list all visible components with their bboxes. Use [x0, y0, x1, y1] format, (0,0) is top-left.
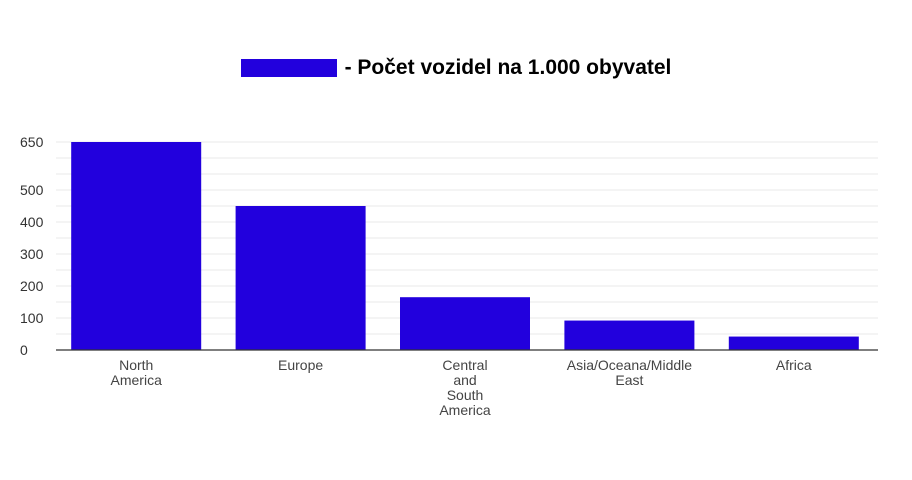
x-tick-label: North America: [111, 357, 163, 388]
legend: - Počet vozidel na 1.000 obyvatel: [0, 56, 912, 80]
x-tick-label: Europe: [278, 357, 323, 373]
y-tick-label: 100: [20, 310, 44, 326]
y-tick-label: 400: [20, 214, 44, 230]
bar: [71, 142, 202, 350]
bar: [564, 320, 695, 350]
legend-swatch: [240, 59, 337, 77]
bar: [728, 336, 859, 350]
y-tick-label: 500: [20, 182, 44, 198]
legend-label: - Počet vozidel na 1.000 obyvatel: [344, 56, 672, 79]
x-tick-label: Central and South America: [439, 357, 491, 418]
bar: [235, 206, 366, 350]
y-tick-label: 300: [20, 246, 44, 262]
y-tick-label: 0: [20, 342, 28, 358]
y-tick-label: 650: [20, 134, 44, 150]
bar: [400, 297, 530, 350]
x-tick-label: Africa: [776, 357, 812, 373]
x-tick-label: Asia/Oceana/Middle East: [567, 357, 693, 388]
y-tick-label: 200: [20, 278, 44, 294]
